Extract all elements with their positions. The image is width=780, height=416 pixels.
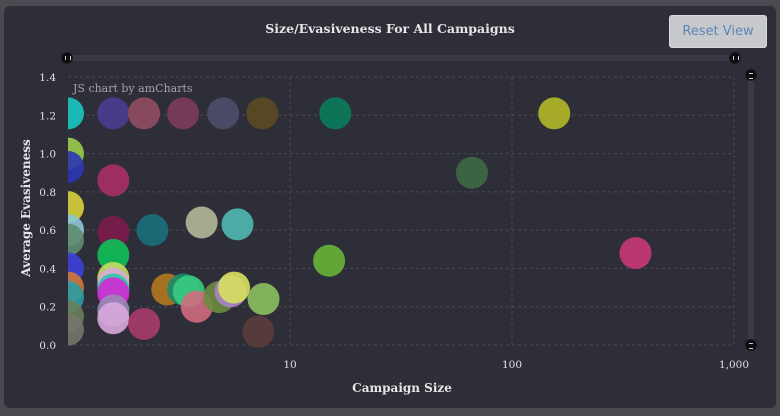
data-bubble[interactable] xyxy=(319,97,352,130)
data-bubble[interactable] xyxy=(97,302,130,335)
data-bubble[interactable] xyxy=(136,214,169,247)
vertical-scrollbar[interactable] xyxy=(748,76,754,344)
y-tick-label: 0.8 xyxy=(39,187,56,199)
data-bubble[interactable] xyxy=(538,97,571,130)
data-bubble[interactable] xyxy=(246,97,279,130)
x-axis-label: Campaign Size xyxy=(352,381,452,395)
data-bubble[interactable] xyxy=(455,156,488,189)
grid-lines xyxy=(68,76,735,346)
scroll-left-grip-icon[interactable] xyxy=(61,52,73,64)
horizontal-scrollbar[interactable] xyxy=(70,55,738,61)
data-bubble[interactable] xyxy=(242,315,275,348)
data-bubble[interactable] xyxy=(207,97,240,130)
data-bubble[interactable] xyxy=(97,216,130,249)
data-bubble[interactable] xyxy=(619,237,652,270)
x-axis-ticks: 10 100 1,000 xyxy=(283,359,749,371)
data-bubble[interactable] xyxy=(221,208,254,241)
bubble-series xyxy=(52,97,652,348)
y-tick-label: 0.6 xyxy=(39,225,56,237)
x-tick-label: 100 xyxy=(502,359,522,371)
data-bubble[interactable] xyxy=(128,307,161,340)
scroll-top-grip-icon[interactable] xyxy=(745,69,757,81)
data-bubble[interactable] xyxy=(52,97,84,130)
scatter-plot: 0.0 0.2 0.4 0.6 0.8 1.0 1.2 1.4 10 100 1,000 Aver… xyxy=(19,72,749,395)
y-tick-label: 1.2 xyxy=(39,110,56,122)
y-axis-ticks: 0.0 0.2 0.4 0.6 0.8 1.0 1.2 1.4 xyxy=(39,72,56,352)
data-bubble[interactable] xyxy=(97,97,130,130)
y-tick-label: 1.0 xyxy=(39,149,56,161)
data-bubble[interactable] xyxy=(167,97,200,130)
data-bubble[interactable] xyxy=(218,271,251,304)
data-bubble[interactable] xyxy=(97,164,130,197)
scroll-right-grip-icon[interactable] xyxy=(729,52,741,64)
data-bubble[interactable] xyxy=(97,239,130,272)
y-tick-label: 0.2 xyxy=(39,302,56,314)
chart-panel: Size/Evasiveness For All Campaigns Reset… xyxy=(4,6,776,408)
x-tick-label: 1,000 xyxy=(719,359,749,371)
y-tick-label: 1.4 xyxy=(39,72,56,84)
reset-view-button[interactable]: Reset View xyxy=(669,15,767,48)
chart-title: Size/Evasiveness For All Campaigns xyxy=(265,21,515,36)
data-bubble[interactable] xyxy=(52,313,84,346)
x-tick-label: 10 xyxy=(283,359,296,371)
data-bubble[interactable] xyxy=(185,206,218,239)
data-bubble[interactable] xyxy=(247,283,280,316)
y-axis-label: Average Evasiveness xyxy=(19,139,33,278)
data-bubble[interactable] xyxy=(52,223,84,256)
data-bubble[interactable] xyxy=(52,150,84,183)
data-bubble[interactable] xyxy=(313,244,346,277)
scroll-bottom-grip-icon[interactable] xyxy=(745,339,757,351)
y-tick-label: 0.0 xyxy=(39,340,56,352)
chart-credit: JS chart by amCharts xyxy=(73,82,193,95)
y-tick-label: 0.4 xyxy=(39,263,56,275)
data-bubble[interactable] xyxy=(128,97,161,130)
